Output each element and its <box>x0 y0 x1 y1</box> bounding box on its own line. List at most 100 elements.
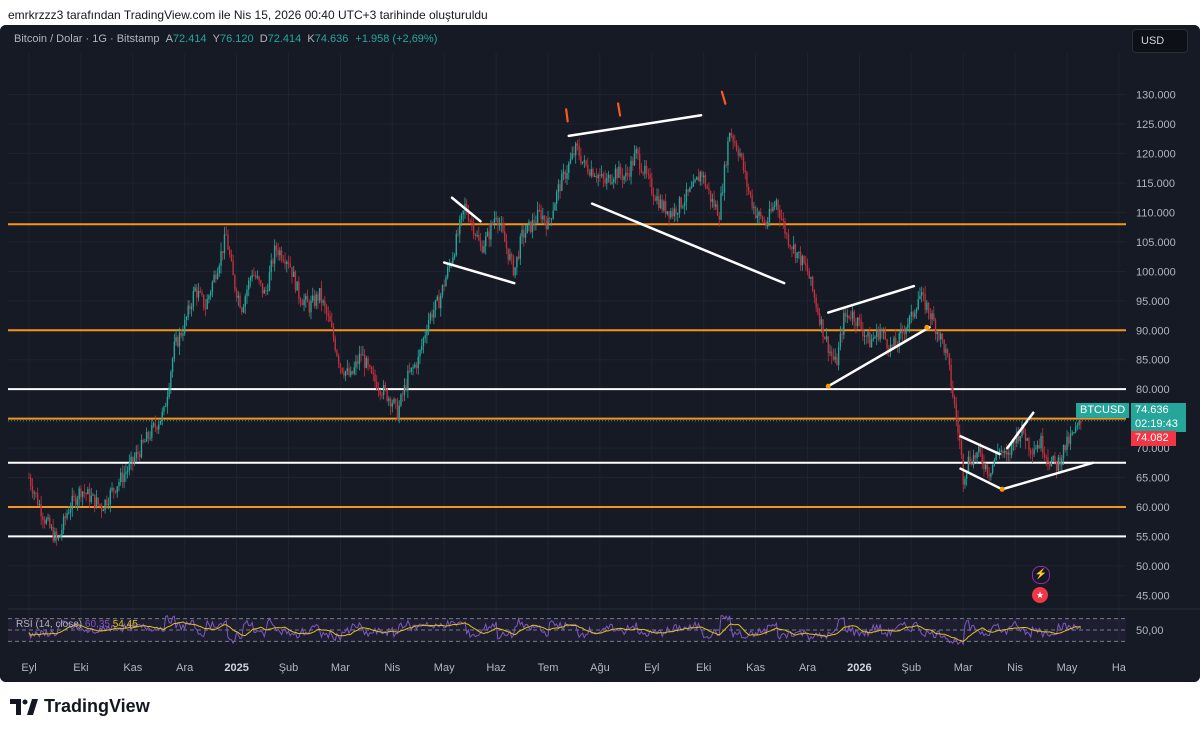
candle-body <box>668 211 670 218</box>
candle-body <box>749 191 752 196</box>
candle-body <box>834 356 836 360</box>
candle-body <box>90 495 92 502</box>
candle-body <box>158 424 160 430</box>
candle-body <box>1004 451 1006 453</box>
x-tick-label: Mar <box>331 662 350 674</box>
candle-body <box>632 160 634 166</box>
candle-body <box>829 351 831 353</box>
candle-body <box>145 432 148 442</box>
candle-body <box>734 141 736 144</box>
candle-body <box>474 234 477 236</box>
candle-body <box>929 313 932 320</box>
candle-body <box>175 337 177 343</box>
candle-body <box>604 178 606 184</box>
candle-body <box>542 215 544 220</box>
candle-body <box>690 186 693 188</box>
x-tick-label: Eki <box>73 662 88 674</box>
candle-body <box>280 250 283 260</box>
candle-body <box>282 259 285 262</box>
currency-button[interactable]: USD <box>1132 29 1188 53</box>
candle-body <box>1049 463 1051 467</box>
candle-body <box>576 143 579 146</box>
candle-body <box>310 300 312 313</box>
lightning-icon[interactable]: ⚡ <box>1032 566 1050 584</box>
candle-body <box>80 488 82 497</box>
candle-body <box>128 462 131 471</box>
candle-body <box>882 331 885 333</box>
candle-body <box>780 218 783 220</box>
candle-body <box>1023 424 1025 434</box>
candle-body <box>377 389 380 391</box>
chart-panel[interactable]: 130.000 125.000 120.000 115.000 110.000 105.0… <box>0 25 1200 682</box>
candle-body <box>460 213 463 220</box>
candle-body <box>737 149 739 156</box>
candle-body <box>547 218 549 230</box>
candle-body <box>642 172 644 174</box>
candle-body <box>64 516 67 519</box>
us-flag-icon[interactable]: ★ <box>1032 587 1048 603</box>
candle-body <box>92 494 94 496</box>
rsi-label: RSI (14, close) <box>16 619 83 630</box>
candle-body <box>429 313 432 320</box>
candle-body <box>953 396 956 405</box>
candle-body <box>1035 448 1037 450</box>
candle-body <box>395 399 397 402</box>
candle-body <box>678 197 681 213</box>
candle-body <box>905 327 907 335</box>
y-tick-label: 50.000 <box>1136 561 1170 573</box>
candle-body <box>462 210 464 214</box>
x-tick-label: May <box>1057 662 1078 674</box>
candle-body <box>630 160 632 177</box>
candle-body <box>616 168 618 178</box>
candle-body <box>68 512 70 514</box>
candle-body <box>614 168 617 180</box>
candle-body <box>671 211 674 217</box>
candle-body <box>1047 457 1049 464</box>
candle-body <box>699 171 701 182</box>
candle-body <box>552 210 554 219</box>
candle-body <box>111 487 113 491</box>
candle-body <box>218 265 220 274</box>
candle-body <box>151 424 153 438</box>
candle-body <box>967 456 970 472</box>
x-tick-label: Eyl <box>21 662 36 674</box>
candle-body <box>891 344 893 346</box>
candle-body <box>822 319 824 337</box>
candle-body <box>452 257 454 264</box>
candle-body <box>47 517 49 520</box>
candle-body <box>723 164 726 193</box>
candle-body <box>168 387 170 397</box>
y-tick-label: 95.000 <box>1136 296 1170 308</box>
candle-body <box>815 297 817 308</box>
candle-body <box>187 305 189 318</box>
tradingview-logo[interactable]: TradingView <box>10 696 150 717</box>
candle-body <box>955 404 957 419</box>
candle-body <box>692 181 695 187</box>
trendline <box>590 202 786 285</box>
candle-body <box>658 196 660 208</box>
x-tick-label: Ara <box>176 662 194 674</box>
candle-body <box>673 208 675 217</box>
candle-body <box>920 292 923 296</box>
candle-body <box>206 299 208 310</box>
rsi-legend: RSI (14, close) 60,35 54,45 <box>16 619 138 630</box>
candle-body <box>1009 452 1011 455</box>
candle-body <box>562 171 565 174</box>
candle-body <box>526 224 528 234</box>
candle-body <box>523 229 525 238</box>
candle-body <box>292 271 295 277</box>
candle-body <box>915 309 918 314</box>
price-chart[interactable]: 130.000 125.000 120.000 115.000 110.000 105.0… <box>0 25 1200 682</box>
candle-body <box>706 186 708 189</box>
candle-body <box>633 153 636 166</box>
trendline <box>959 467 1004 491</box>
x-tick-label: Şub <box>279 662 299 674</box>
candle-body <box>85 492 87 495</box>
candle-body <box>914 313 916 317</box>
candle-body <box>267 290 269 292</box>
candle-body <box>573 153 575 156</box>
candle-body <box>524 233 527 238</box>
candle-body <box>299 299 302 303</box>
candle-body <box>83 491 86 493</box>
candle-body <box>746 172 748 188</box>
